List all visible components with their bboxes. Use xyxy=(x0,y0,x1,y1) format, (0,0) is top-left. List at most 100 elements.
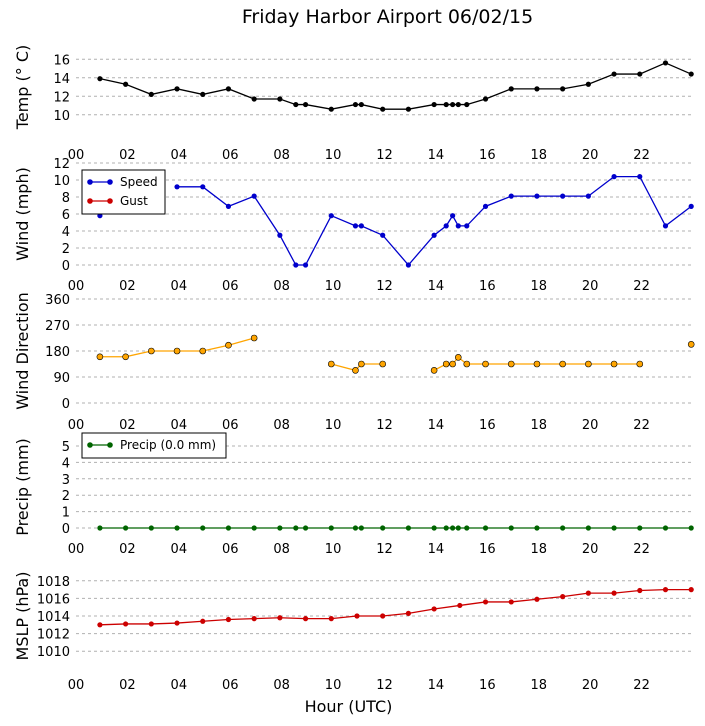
precip-data-point xyxy=(225,525,232,531)
temp-data-point xyxy=(482,96,489,102)
temp-data-point xyxy=(443,101,449,108)
wind-data-point xyxy=(611,174,617,180)
precip-data-point xyxy=(352,525,359,531)
wind-data-point xyxy=(662,223,669,229)
mslp-y-tick-label: 1010 xyxy=(37,645,70,660)
wdir-data-point xyxy=(379,360,387,368)
wind-data-point xyxy=(637,174,643,180)
mslp-data-point xyxy=(225,616,232,623)
wind-data-point xyxy=(450,213,456,219)
mslp-data-point xyxy=(637,587,643,594)
mslp-data-point xyxy=(482,599,489,605)
precip-data-point xyxy=(611,525,617,531)
temp-data-point xyxy=(450,101,456,108)
wind-y-tick-label: 4 xyxy=(62,225,70,240)
wdir-data-point xyxy=(225,341,232,349)
wdir-data-point xyxy=(173,347,181,355)
wind-data-point xyxy=(277,232,283,238)
wind-data-point xyxy=(482,203,489,209)
precip-data-point xyxy=(148,525,154,531)
temp-x-tick-label: 22 xyxy=(633,148,650,163)
wind-data-point xyxy=(560,193,566,199)
mslp-x-tick-label: 14 xyxy=(428,678,445,693)
mslp-x-tick-label: 06 xyxy=(222,678,239,693)
wind-data-point xyxy=(302,262,309,268)
temp-x-tick-label: 04 xyxy=(171,148,188,163)
wdir-x-tick-label: 22 xyxy=(633,418,650,433)
wind-x-tick-label: 06 xyxy=(222,279,239,294)
wind-legend-swatch-marker xyxy=(107,198,113,204)
wind-data-point xyxy=(585,193,591,199)
temp-data-point xyxy=(405,106,412,112)
wind-legend-swatch-marker xyxy=(87,179,93,185)
precip-data-point xyxy=(174,525,180,531)
precip-data-point xyxy=(464,525,470,531)
precip-data-point xyxy=(585,525,591,531)
mslp-y-axis-label: MSLP (hPa) xyxy=(13,572,32,661)
mslp-data-point xyxy=(123,621,129,627)
temp-x-tick-label: 08 xyxy=(273,148,290,163)
wdir-x-tick-label: 12 xyxy=(376,418,393,433)
temp-y-tick-label: 12 xyxy=(53,90,70,105)
mslp-x-tick-label: 16 xyxy=(479,678,496,693)
mslp-data-point xyxy=(174,620,180,626)
wdir-x-tick-label: 06 xyxy=(222,418,239,433)
precip-legend-swatch-marker xyxy=(87,442,93,448)
wind-y-tick-label: 12 xyxy=(53,157,70,172)
mslp-data-point xyxy=(277,615,283,621)
mslp-x-tick-label: 18 xyxy=(530,678,547,693)
mslp-data-point xyxy=(534,596,540,602)
temp-x-tick-label: 00 xyxy=(68,148,85,163)
wdir-data-point xyxy=(559,360,566,368)
temp-data-point xyxy=(358,101,364,108)
precip-y-tick-label: 3 xyxy=(62,473,70,488)
mslp-data-point xyxy=(585,590,591,596)
mslp-x-tick-label: 02 xyxy=(119,678,136,693)
wind-legend-box xyxy=(81,169,166,215)
mslp-y-tick-label: 1014 xyxy=(37,610,70,625)
precip-x-tick-label: 14 xyxy=(428,542,445,557)
temp-data-point xyxy=(560,86,566,92)
precip-data-point xyxy=(123,525,129,531)
wdir-data-point xyxy=(148,347,155,355)
temp-data-point xyxy=(302,101,309,108)
wind-data-point xyxy=(455,223,461,229)
wdir-x-tick-label: 18 xyxy=(530,418,547,433)
temp-x-tick-label: 20 xyxy=(582,148,599,163)
wind-legend-swatch-marker xyxy=(107,179,113,185)
wdir-x-tick-label: 10 xyxy=(325,418,342,433)
wind-y-tick-label: 2 xyxy=(62,242,70,257)
wdir-data-point xyxy=(636,360,644,368)
precip-x-tick-label: 08 xyxy=(273,542,290,557)
temp-data-point xyxy=(662,60,669,66)
temp-x-tick-label: 16 xyxy=(479,148,496,163)
temp-data-point xyxy=(225,86,232,92)
mslp-y-tick-label: 1016 xyxy=(37,592,70,607)
precip-data-point xyxy=(277,525,283,531)
precip-x-tick-label: 22 xyxy=(633,542,650,557)
temp-x-tick-label: 06 xyxy=(222,148,239,163)
mslp-x-tick-label: 00 xyxy=(68,678,85,693)
precip-data-point xyxy=(455,525,461,531)
mslp-x-tick-label: 08 xyxy=(273,678,290,693)
wdir-y-tick-label: 180 xyxy=(45,345,70,360)
wdir-x-tick-label: 02 xyxy=(119,418,136,433)
wind-x-tick-label: 04 xyxy=(171,279,188,294)
wdir-series-line xyxy=(331,363,383,372)
wind-data-point xyxy=(225,203,232,209)
precip-y-tick-label: 5 xyxy=(62,440,70,455)
wind-data-point xyxy=(443,223,449,229)
precip-data-point xyxy=(293,525,299,531)
wind-x-tick-label: 12 xyxy=(376,279,393,294)
temp-data-point xyxy=(97,76,103,82)
precip-x-tick-label: 20 xyxy=(582,542,599,557)
wind-data-point xyxy=(431,232,437,238)
wdir-data-point xyxy=(430,367,438,374)
mslp-data-point xyxy=(380,613,386,619)
wdir-data-point xyxy=(199,347,207,355)
precip-y-tick-label: 4 xyxy=(62,456,70,471)
wdir-data-point xyxy=(507,360,515,368)
mslp-data-point xyxy=(302,616,309,622)
temp-y-tick-label: 16 xyxy=(53,53,70,68)
precip-data-point xyxy=(200,525,206,531)
